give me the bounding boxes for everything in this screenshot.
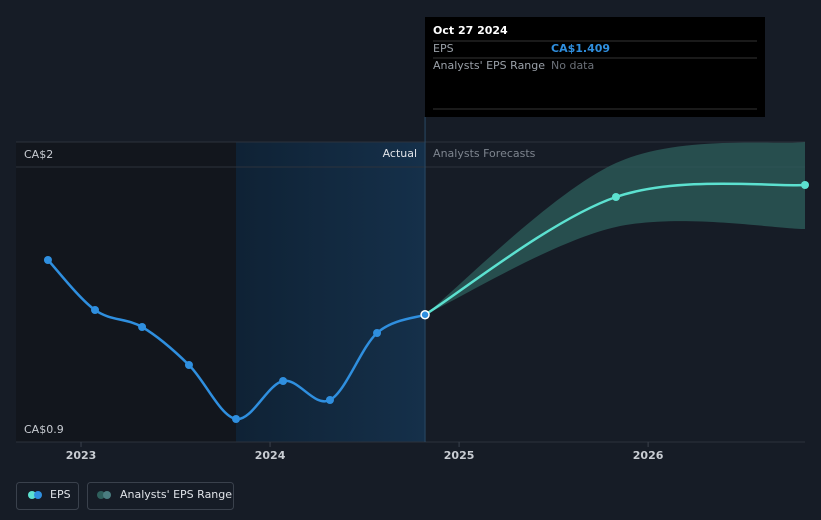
tooltip (425, 17, 765, 117)
eps-point (325, 396, 334, 404)
eps-point (232, 415, 241, 423)
past-region (16, 142, 237, 442)
range-area (425, 142, 805, 315)
eps-point (184, 361, 193, 369)
eps-point (279, 377, 288, 385)
tooltip-value: No data (551, 59, 594, 72)
eps-point (91, 306, 100, 314)
forecast-point (801, 181, 809, 189)
eps-point (373, 329, 382, 337)
x-tick-label: 2024 (255, 449, 286, 462)
x-tick-label: 2025 (444, 449, 475, 462)
legend-label: EPS (50, 488, 71, 501)
eps-point (43, 256, 52, 264)
y-tick-label: CA$2 (24, 148, 53, 161)
legend-swatch (28, 491, 36, 499)
x-tick-label: 2023 (66, 449, 97, 462)
legend-label: Analysts' EPS Range (120, 488, 232, 501)
x-tick-label: 2026 (633, 449, 664, 462)
legend-swatch (34, 491, 42, 499)
annotation: Actual (383, 147, 417, 160)
legend-button[interactable] (87, 482, 234, 510)
y-tick-label: CA$0.9 (24, 423, 64, 436)
annotation: Analysts Forecasts (433, 147, 536, 160)
legend-swatch (97, 491, 105, 499)
tooltip-date: Oct 27 2024 (433, 24, 508, 37)
tooltip-value: CA$1.409 (551, 42, 610, 55)
tooltip-label: EPS (433, 42, 454, 55)
eps-point (420, 310, 430, 320)
legend-button[interactable] (16, 482, 79, 510)
eps-point (138, 323, 147, 331)
legend-swatch (103, 491, 111, 499)
tooltip-label: Analysts' EPS Range (433, 59, 545, 72)
forecast-point (611, 193, 620, 201)
